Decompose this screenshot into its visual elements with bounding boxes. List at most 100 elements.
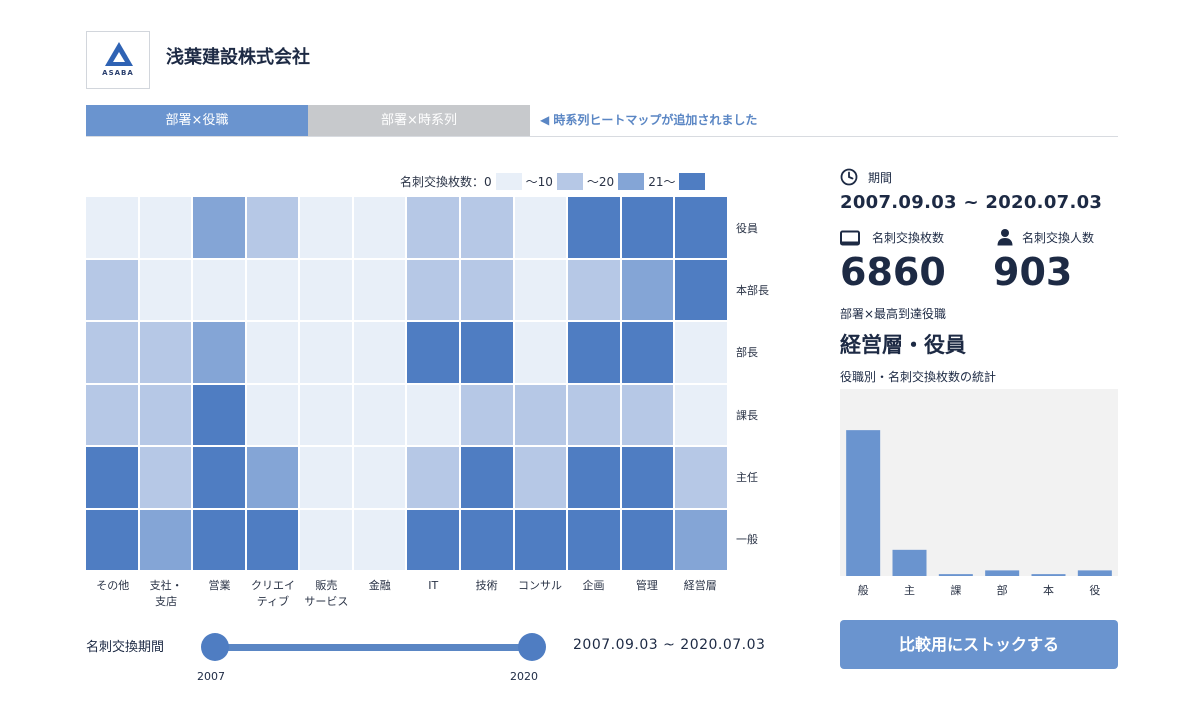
notice-link[interactable]: ◀ 時系列ヒートマップが追加されました — [540, 113, 758, 127]
heatmap-legend: 名刺交換枚数：0 〜10 〜20 21〜 — [400, 172, 709, 190]
period-slider-track[interactable] — [214, 644, 532, 651]
heatmap-cell[interactable] — [675, 384, 727, 445]
heatmap-cell[interactable] — [353, 259, 406, 320]
heatmap-cell[interactable] — [300, 509, 352, 570]
heatmap-cell[interactable] — [675, 509, 727, 570]
heatmap-cell[interactable] — [407, 384, 460, 445]
heatmap-cell[interactable] — [246, 197, 299, 258]
heatmap-cell[interactable] — [461, 509, 513, 570]
logo-mountain-icon — [105, 42, 133, 66]
heatmap-cell[interactable] — [568, 197, 620, 258]
heatmap-cell[interactable] — [300, 384, 352, 445]
slider-end-handle[interactable] — [518, 633, 546, 661]
heatmap-cell[interactable] — [193, 197, 245, 258]
heatmap-cell[interactable] — [246, 447, 299, 508]
heatmap-cell[interactable] — [675, 259, 727, 320]
heatmap-cell[interactable] — [353, 322, 406, 383]
heatmap-cell[interactable] — [621, 259, 674, 320]
heatmap-cell[interactable] — [353, 447, 406, 508]
heatmap-cell[interactable] — [300, 322, 352, 383]
heatmap-cell[interactable] — [139, 384, 192, 445]
heatmap-cell[interactable] — [193, 322, 245, 383]
heatmap-cell[interactable] — [675, 447, 727, 508]
heatmap-column-label: 技術 — [475, 579, 498, 592]
heatmap-cell[interactable] — [193, 509, 245, 570]
heatmap-cell[interactable] — [514, 259, 567, 320]
heatmap-cell[interactable] — [621, 447, 674, 508]
heatmap-cell[interactable] — [407, 322, 460, 383]
heatmap-cell[interactable] — [139, 259, 192, 320]
heatmap-cell[interactable] — [568, 322, 620, 383]
heatmap-cell[interactable] — [300, 259, 352, 320]
stock-for-comparison-button[interactable]: 比較用にストックする — [840, 620, 1118, 669]
heatmap-cell[interactable] — [461, 259, 513, 320]
heatmap-cell[interactable] — [407, 447, 460, 508]
heatmap-cell[interactable] — [246, 509, 299, 570]
heatmap-cell[interactable] — [139, 322, 192, 383]
slider-start-handle[interactable] — [201, 633, 229, 661]
heatmap-cell[interactable] — [568, 509, 620, 570]
tab-department-position[interactable]: 部署×役職 — [86, 105, 308, 136]
heatmap-cell[interactable] — [353, 509, 406, 570]
company-name: 浅葉建設株式会社 — [166, 47, 310, 68]
bar-4 — [1031, 574, 1066, 576]
heatmap-column-label: 営業 — [208, 579, 231, 592]
slider-range-text: 2007.09.03 ~ 2020.07.03 — [573, 637, 766, 653]
heatmap-cell[interactable] — [193, 259, 245, 320]
heatmap-cell[interactable] — [193, 447, 245, 508]
heatmap-cell[interactable] — [621, 384, 674, 445]
heatmap-cell[interactable] — [300, 197, 352, 258]
heatmap-cell[interactable] — [461, 447, 513, 508]
heatmap-cell[interactable] — [193, 384, 245, 445]
heatmap-cell[interactable] — [514, 384, 567, 445]
heatmap-row-label: 部長 — [736, 346, 758, 360]
heatmap-cell[interactable] — [675, 197, 727, 258]
bar-0 — [846, 430, 881, 576]
bar-category-label: 般 — [857, 584, 869, 597]
heatmap-cell[interactable] — [139, 447, 192, 508]
heatmap-cell[interactable] — [86, 509, 138, 570]
logo-text: ASABA — [102, 69, 134, 77]
heatmap-cell[interactable] — [407, 197, 460, 258]
heatmap-cell[interactable] — [139, 197, 192, 258]
heatmap-cell[interactable] — [461, 384, 513, 445]
heatmap-cell[interactable] — [621, 322, 674, 383]
heatmap-cell[interactable] — [514, 197, 567, 258]
heatmap-cell[interactable] — [353, 384, 406, 445]
heatmap-cell[interactable] — [246, 322, 299, 383]
heatmap-column-label: IT — [428, 579, 439, 592]
heatmap-cell[interactable] — [86, 259, 138, 320]
heatmap-cell[interactable] — [246, 259, 299, 320]
heatmap-cell[interactable] — [86, 322, 138, 383]
heatmap-cell[interactable] — [353, 197, 406, 258]
business-card-icon — [840, 230, 860, 246]
heatmap-cell[interactable] — [86, 384, 138, 445]
heatmap-column-label: 管理 — [635, 579, 658, 592]
heatmap-cell[interactable] — [139, 509, 192, 570]
heatmap-cell[interactable] — [621, 197, 674, 258]
heatmap-cell[interactable] — [246, 384, 299, 445]
legend-label-10: 〜10 — [525, 174, 553, 189]
heatmap-column-label: コンサル — [518, 579, 563, 592]
heatmap-cell[interactable] — [675, 322, 727, 383]
heatmap-cell[interactable] — [461, 322, 513, 383]
heatmap-cell[interactable] — [86, 447, 138, 508]
heatmap-cell[interactable] — [300, 447, 352, 508]
heatmap-cell[interactable] — [568, 447, 620, 508]
tab-department-timeline[interactable]: 部署×時系列 — [308, 105, 530, 136]
heatmap-cell[interactable] — [514, 447, 567, 508]
heatmap-cell[interactable] — [407, 509, 460, 570]
heatmap-cell[interactable] — [86, 197, 138, 258]
period-value: 2007.09.03 ~ 2020.07.03 — [840, 192, 1103, 213]
heatmap-cell[interactable] — [568, 384, 620, 445]
bar-2 — [938, 574, 973, 576]
heatmap-cell[interactable] — [461, 197, 513, 258]
heatmap-cell[interactable] — [621, 509, 674, 570]
heatmap-cell[interactable] — [407, 259, 460, 320]
heatmap-cell[interactable] — [514, 509, 567, 570]
legend-swatch-0 — [495, 172, 522, 190]
heatmap-cell[interactable] — [568, 259, 620, 320]
heatmap-cell[interactable] — [514, 322, 567, 383]
company-logo: ASABA — [86, 31, 150, 89]
heatmap-row-label: 本部長 — [736, 284, 769, 298]
